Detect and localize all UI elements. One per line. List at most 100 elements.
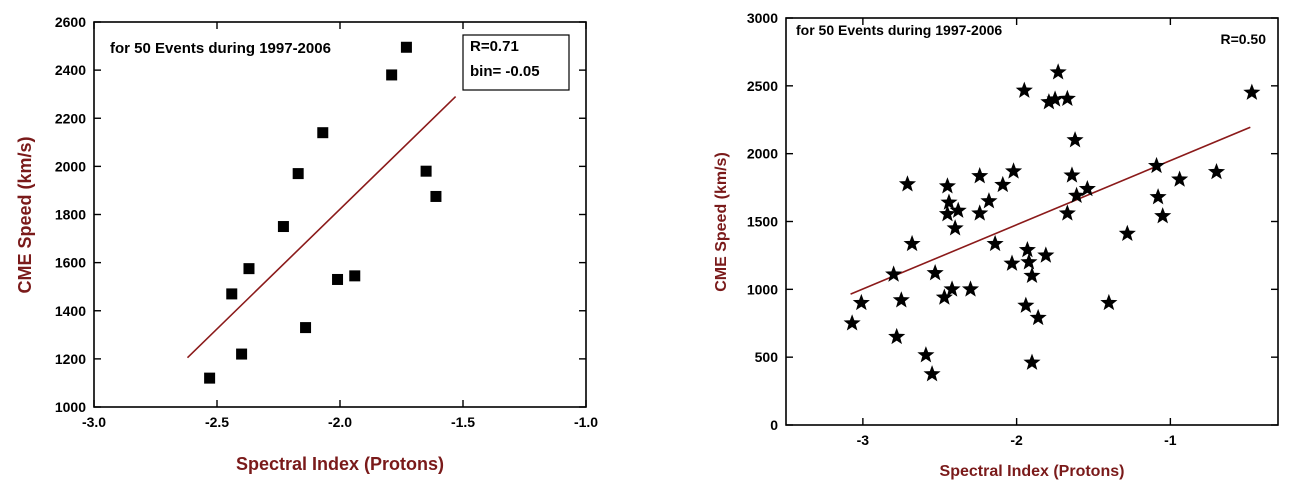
- data-point-star: [980, 192, 998, 209]
- y-tick-label: 2500: [747, 78, 778, 94]
- data-point-square: [277, 221, 289, 233]
- data-point-star: [1017, 296, 1035, 313]
- data-point-square: [386, 69, 398, 81]
- correlation-annotation: R=0.50: [1220, 31, 1266, 47]
- data-point-star: [1003, 254, 1021, 271]
- data-point-star: [1068, 186, 1086, 203]
- x-axis-title: Spectral Index (Protons): [236, 454, 444, 474]
- data-point-square: [226, 288, 238, 300]
- data-point-star: [1147, 156, 1166, 174]
- data-point-star: [940, 193, 958, 210]
- data-point-star: [1037, 246, 1055, 263]
- correlation-annotation: bin= -0.05: [470, 63, 540, 80]
- data-point-star: [949, 201, 967, 218]
- chart-title: for 50 Events during 1997-2006: [796, 22, 1002, 38]
- y-tick-label: 2600: [55, 14, 86, 30]
- y-tick-label: 1600: [55, 255, 86, 271]
- data-point-star: [943, 280, 961, 297]
- data-point-star: [938, 177, 956, 194]
- data-point-star: [1207, 162, 1226, 180]
- data-point-star: [898, 175, 917, 192]
- data-point-square: [332, 273, 344, 285]
- data-point-star: [1058, 204, 1076, 221]
- x-tick-label: -1.0: [574, 414, 598, 430]
- data-point-square: [400, 41, 412, 53]
- data-point-star: [1066, 131, 1084, 148]
- y-axis-title: CME Speed (km/s): [713, 152, 730, 292]
- x-tick-label: -2.0: [328, 414, 352, 430]
- y-tick-label: 2000: [747, 146, 778, 162]
- x-tick-label: -1: [1164, 432, 1177, 448]
- data-point-star: [1118, 224, 1136, 241]
- data-point-star: [961, 280, 980, 297]
- regression-line: [186, 96, 457, 359]
- data-point-star: [1020, 253, 1038, 270]
- data-point-star: [971, 167, 989, 184]
- x-tick-label: -2: [1010, 432, 1023, 448]
- data-point-star: [1171, 170, 1189, 187]
- data-point-star: [935, 288, 953, 305]
- data-point-star: [1023, 353, 1041, 370]
- y-tick-label: 1500: [747, 214, 778, 230]
- y-tick-label: 1800: [55, 207, 86, 223]
- x-tick-label: -2.5: [205, 414, 229, 430]
- data-point-star: [923, 365, 941, 382]
- data-point-square: [204, 372, 216, 384]
- data-point-star: [1063, 166, 1081, 183]
- data-point-star: [994, 175, 1012, 193]
- data-point-star: [986, 234, 1004, 252]
- data-point-star: [1243, 83, 1261, 100]
- data-point-star: [1023, 266, 1041, 284]
- data-point-star: [852, 293, 870, 311]
- correlation-annotation: R=0.71: [470, 38, 519, 55]
- y-tick-label: 1400: [55, 303, 86, 319]
- regression-line: [850, 126, 1251, 295]
- data-point-star: [892, 291, 910, 308]
- y-tick-label: 3000: [747, 10, 778, 26]
- y-tick-label: 1000: [55, 399, 86, 415]
- x-axis-title: Spectral Index (Protons): [940, 463, 1125, 480]
- right-scatter-plot: -3 -2 -1 0 500 1000 1500 2000 2500 3000 for 50 Eve…: [713, 10, 1279, 480]
- data-point-square: [292, 168, 304, 180]
- data-point-square: [236, 348, 248, 360]
- data-point-star: [1046, 90, 1064, 107]
- data-point-star: [1040, 93, 1058, 110]
- data-point-star: [843, 314, 861, 331]
- y-tick-label: 500: [755, 349, 779, 365]
- y-tick-label: 2400: [55, 62, 86, 78]
- data-point-square: [349, 270, 361, 282]
- y-tick-label: 2000: [55, 158, 86, 174]
- y-axis-title: CME Speed (km/s): [15, 136, 35, 293]
- x-tick-label: -3.0: [82, 414, 106, 430]
- x-tick-label: -1.5: [451, 414, 475, 430]
- y-tick-label: 1000: [747, 281, 778, 297]
- data-point-star: [1018, 240, 1036, 258]
- data-point-square: [430, 190, 442, 202]
- data-point-star: [938, 205, 956, 222]
- data-point-star: [888, 327, 906, 345]
- data-point-star: [1004, 162, 1023, 179]
- data-point-star: [1154, 207, 1172, 224]
- annotation-box: [462, 34, 570, 91]
- data-point-square: [420, 165, 432, 177]
- data-point-star: [946, 219, 964, 236]
- chart-title: for 50 Events during 1997-2006: [110, 40, 331, 57]
- data-point-star: [1149, 188, 1167, 205]
- data-point-star: [1029, 308, 1047, 326]
- y-tick-label: 1200: [55, 351, 86, 367]
- data-point-star: [903, 234, 921, 252]
- data-point-star: [885, 265, 903, 282]
- data-point-square: [300, 322, 312, 334]
- data-point-star: [971, 204, 989, 221]
- left-scatter-plot: -3.0 -2.5 -2.0 -1.5 -1.0 1000 1200 1400 1600 1800…: [15, 14, 598, 474]
- data-point-star: [926, 264, 944, 281]
- data-point-star: [1100, 293, 1118, 311]
- data-point-square: [243, 263, 255, 275]
- y-tick-label: 2200: [55, 110, 86, 126]
- data-point-star: [917, 346, 935, 363]
- data-point-star: [1015, 81, 1033, 98]
- data-point-star: [1049, 63, 1067, 80]
- y-tick-label: 0: [770, 417, 778, 433]
- data-point-square: [317, 127, 329, 139]
